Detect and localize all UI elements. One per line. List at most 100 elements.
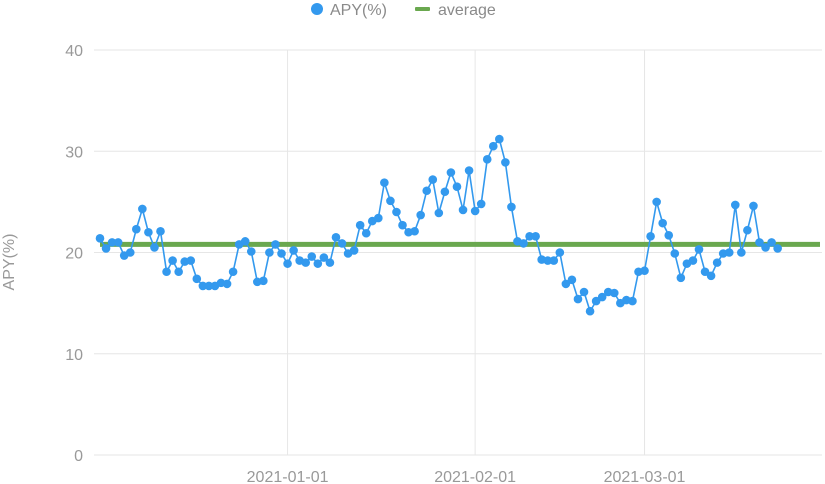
apy-point [440, 187, 450, 197]
apy-point [283, 259, 292, 268]
x-tick-label: 2021-02-01 [434, 469, 516, 484]
grid-lines [94, 49, 822, 456]
apy-point [555, 248, 565, 257]
apy-point [561, 279, 571, 289]
apy-point [325, 258, 335, 267]
apy-point [174, 267, 183, 277]
legend-item-apy[interactable]: APY(%) [311, 2, 387, 19]
apy-point [259, 276, 268, 286]
apy-point [706, 271, 716, 281]
apy-point [380, 178, 389, 187]
legend-item-average[interactable]: average [415, 2, 496, 19]
apy-point [107, 238, 117, 247]
apy-point [374, 213, 383, 223]
apy-point [222, 279, 232, 289]
apy-point [386, 196, 395, 206]
apy-point [664, 230, 674, 240]
apy-point [162, 267, 171, 277]
apy-point [113, 238, 123, 247]
apy-point [392, 207, 401, 217]
apy-point [670, 249, 680, 258]
apy-point [398, 220, 407, 230]
apy-point [652, 197, 661, 207]
apy-point [597, 292, 607, 302]
y-tick-label: 40 [65, 43, 83, 60]
apy-point [658, 218, 667, 228]
apy-point [446, 168, 456, 177]
apy-point [567, 275, 577, 285]
legend-average-line-icon [415, 7, 430, 11]
apy-point [319, 253, 329, 262]
apy-point [95, 234, 105, 243]
apy-point [428, 175, 438, 184]
apy-point [501, 158, 510, 167]
apy-point [628, 296, 637, 306]
apy-point [749, 201, 758, 211]
apy-point [724, 248, 734, 257]
apy-point [192, 274, 202, 284]
apy-point [495, 134, 504, 144]
y-axis-ticks: 0 10 20 30 40 [65, 43, 83, 465]
legend-apy-label: APY(%) [330, 2, 387, 19]
apy-point [301, 258, 311, 267]
apy-point [198, 281, 208, 291]
y-tick-label: 30 [65, 144, 83, 161]
apy-point [452, 182, 462, 191]
apy-point [482, 155, 492, 164]
apy-point [761, 243, 770, 252]
apy-point [434, 208, 444, 218]
apy-point [289, 246, 298, 255]
apy-point [337, 239, 347, 248]
apy-point [470, 206, 480, 216]
apy-series [95, 134, 782, 316]
apy-point [591, 296, 601, 306]
x-tick-label: 2021-03-01 [604, 469, 686, 484]
apy-point [410, 226, 419, 236]
legend-average-label: average [438, 2, 496, 19]
apy-point [125, 248, 135, 257]
legend-apy-dot-icon [311, 3, 323, 15]
apy-point [767, 238, 776, 247]
apy-point [676, 273, 686, 283]
apy-point [313, 259, 323, 268]
apy-point [549, 256, 559, 265]
apy-point [700, 267, 710, 277]
apy-point [168, 256, 177, 265]
apy-point [609, 288, 619, 298]
apy-point [246, 247, 256, 256]
y-tick-label: 10 [65, 347, 83, 364]
y-axis-title: APY(%) [1, 234, 18, 291]
apy-point [507, 202, 516, 212]
apy-point [204, 281, 214, 291]
apy-point [138, 204, 147, 214]
apy-point [144, 227, 153, 237]
apy-point [646, 232, 655, 241]
apy-point [525, 232, 534, 241]
y-tick-label: 0 [74, 448, 83, 465]
apy-point [349, 246, 359, 255]
apy-point [688, 256, 698, 265]
apy-point [737, 248, 746, 257]
apy-point [271, 240, 280, 249]
apy-point [755, 238, 764, 247]
apy-point [585, 306, 595, 316]
apy-point [773, 244, 782, 253]
x-tick-label: 2021-01-01 [247, 469, 329, 484]
apy-point [307, 252, 317, 261]
apy-point [476, 199, 486, 209]
apy-point [186, 256, 196, 265]
apy-point [331, 233, 341, 242]
apy-point [132, 224, 141, 234]
apy-point [361, 228, 371, 238]
apy-point [228, 267, 238, 277]
apy-point [150, 243, 159, 252]
apy-point [573, 294, 583, 304]
apy-point [488, 141, 498, 151]
apy-point [712, 258, 722, 267]
apy-point [694, 245, 704, 254]
apy-point [464, 166, 474, 175]
apy-point [240, 237, 250, 246]
apy-point [730, 200, 740, 210]
apy-point [355, 220, 365, 230]
